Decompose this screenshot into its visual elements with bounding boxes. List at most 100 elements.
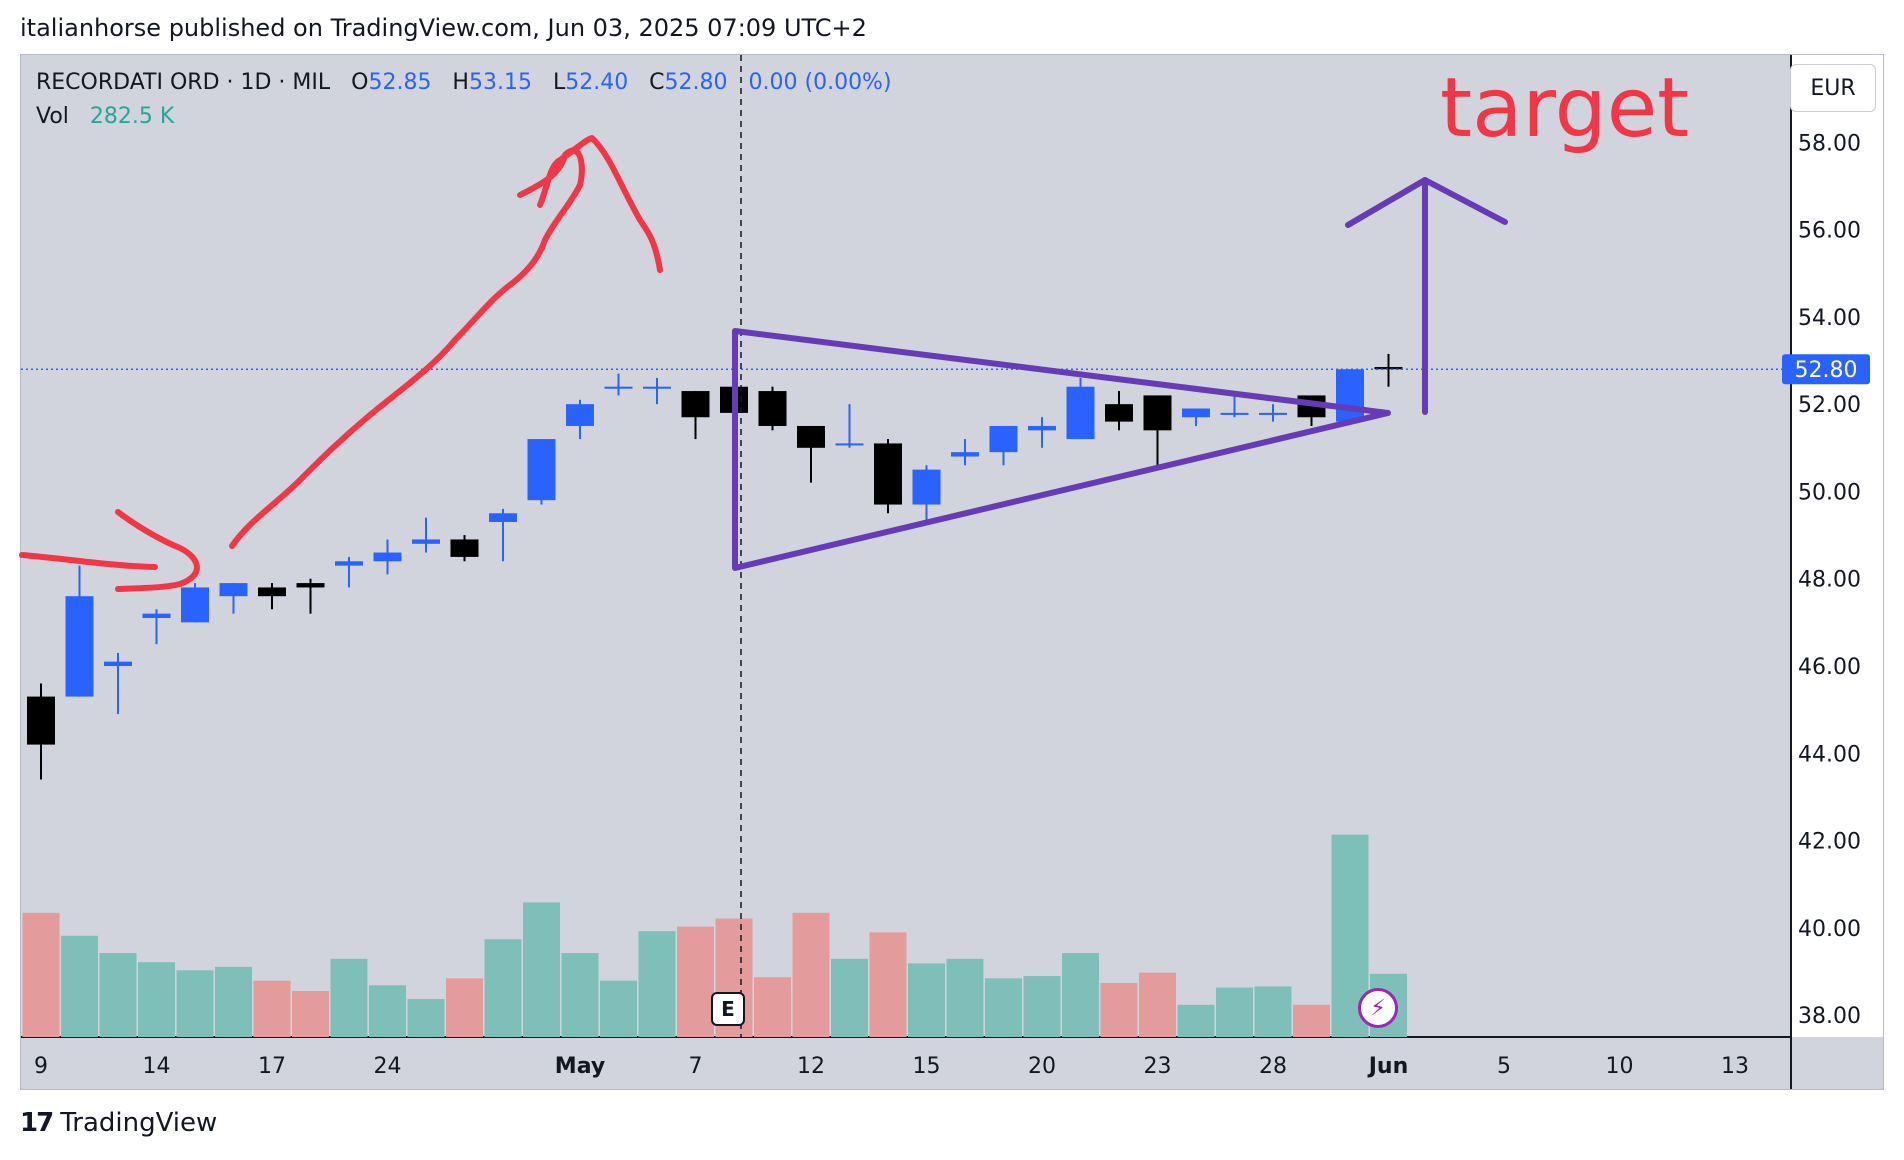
volume-bar (792, 912, 830, 1037)
tradingview-mark-icon: 17 (20, 1108, 54, 1138)
price-tick-label: 52.00 (1798, 393, 1861, 418)
time-tick-label: 9 (34, 1054, 48, 1079)
red-arrow-shaft-drawing (19, 552, 158, 570)
time-ticks: 9 14 17 24 May 7 12 15 20 23 28 Jun 5 10 13 (34, 1054, 1749, 1079)
candle-body (912, 469, 941, 505)
symbol-label[interactable]: RECORDATI ORD · 1D · MIL (36, 70, 331, 95)
volume-bar (22, 912, 60, 1037)
candle-body (874, 443, 902, 505)
tradingview-brand: TradingView (60, 1108, 218, 1138)
price-tick-label: 44.00 (1798, 742, 1861, 767)
volume-bar (985, 978, 1022, 1037)
volume-legend: Vol 282.5 K (36, 104, 174, 129)
time-tick-label: 10 (1606, 1054, 1634, 1079)
candles (27, 353, 1403, 780)
time-tick-label: 12 (797, 1054, 825, 1079)
tradingview-logo[interactable]: 17 TradingView (20, 1108, 217, 1138)
volume-bar (638, 931, 676, 1037)
lightning-icon[interactable]: ⚡ (1358, 988, 1398, 1028)
volume-bar (1100, 982, 1138, 1037)
price-tick-label: 56.00 (1798, 219, 1861, 244)
time-tick-label: May (555, 1054, 605, 1079)
time-tick-label: 28 (1259, 1054, 1287, 1079)
red-arrow-head-drawing (115, 509, 200, 592)
time-tick-label: 20 (1028, 1054, 1056, 1079)
candle-body (1374, 367, 1403, 370)
plot-area[interactable] (21, 55, 1791, 1037)
candle-body (604, 386, 633, 389)
time-tick-label: 24 (374, 1054, 402, 1079)
candle-body (835, 443, 864, 446)
volume-bar (754, 977, 791, 1037)
time-axis[interactable] (21, 1037, 1883, 1089)
volume-bar (369, 985, 406, 1037)
price-tick-label: 46.00 (1798, 655, 1861, 680)
candle-body (643, 386, 671, 389)
price-tick-label: 38.00 (1798, 1004, 1861, 1029)
current-price-label-bg (1782, 354, 1870, 385)
publisher-line: italianhorse published on TradingView.co… (20, 14, 867, 42)
candle-body (758, 391, 787, 426)
volume-bar (292, 991, 329, 1037)
price-tick-label: 48.00 (1798, 568, 1861, 593)
candle-body (1259, 412, 1287, 415)
candle-body (951, 452, 979, 457)
candle-body (258, 587, 286, 597)
open-value: 52.85 (368, 70, 432, 95)
candle-body (450, 539, 479, 557)
volume-bar (138, 962, 175, 1037)
volume-bar (946, 958, 984, 1037)
volume-bar (176, 970, 214, 1037)
close-value: 52.80 (664, 70, 728, 95)
volume-bar (253, 980, 291, 1037)
candle-body (1028, 425, 1056, 431)
time-tick-label: 23 (1144, 1054, 1172, 1079)
candle-body (1336, 369, 1364, 422)
time-tick-label: 17 (258, 1054, 286, 1079)
time-tick-label: 5 (1497, 1054, 1511, 1079)
purple-target-arrow-head (1345, 177, 1508, 228)
volume-bars (22, 834, 1407, 1037)
price-axis[interactable] (1791, 55, 1883, 1037)
candle-body (1220, 412, 1249, 415)
volume-bar (446, 978, 483, 1037)
candle-body (989, 425, 1018, 453)
current-price-label: 52.80 (1795, 358, 1858, 383)
target-annotation: target (1440, 61, 1689, 156)
close-label: C (649, 70, 665, 95)
candle-body (142, 613, 171, 619)
volume-bar (1023, 976, 1061, 1037)
candle-body (1182, 408, 1210, 418)
volume-bar (1254, 986, 1292, 1037)
earnings-badge[interactable]: E (711, 992, 745, 1026)
price-tick-label: 54.00 (1798, 306, 1861, 331)
candle-body (181, 587, 209, 623)
time-tick-label: Jun (1367, 1054, 1409, 1079)
high-label: H (452, 70, 469, 95)
volume-bar (1139, 972, 1176, 1037)
candle-body (104, 661, 132, 667)
time-tick-label: 7 (689, 1054, 703, 1079)
price-ticks: 58.00 56.00 54.00 52.00 50.00 48.00 46.00 44.00… (1798, 131, 1861, 1029)
candle-body (489, 513, 517, 522)
chart-frame (20, 54, 1884, 1090)
price-tick-label: 40.00 (1798, 917, 1861, 942)
candle-body (566, 404, 594, 426)
volume-bar (1062, 953, 1099, 1037)
price-tick-label: 50.00 (1798, 480, 1861, 505)
red-uptrend-drawing (229, 147, 585, 549)
low-label: L (552, 70, 566, 95)
candle-body (1105, 404, 1133, 422)
time-tick-label: 13 (1721, 1054, 1749, 1079)
change-value: 0.00 (0.00%) (748, 70, 892, 95)
candle-body (681, 391, 710, 418)
candle-body (373, 552, 402, 562)
volume-label[interactable]: Vol (36, 104, 69, 129)
volume-bar (869, 932, 907, 1037)
open-label: O (351, 70, 369, 95)
volume-bar (523, 902, 560, 1037)
price-tick-label: 58.00 (1798, 131, 1861, 156)
volume-bar (61, 935, 98, 1037)
currency-button[interactable]: EUR (1790, 64, 1876, 112)
